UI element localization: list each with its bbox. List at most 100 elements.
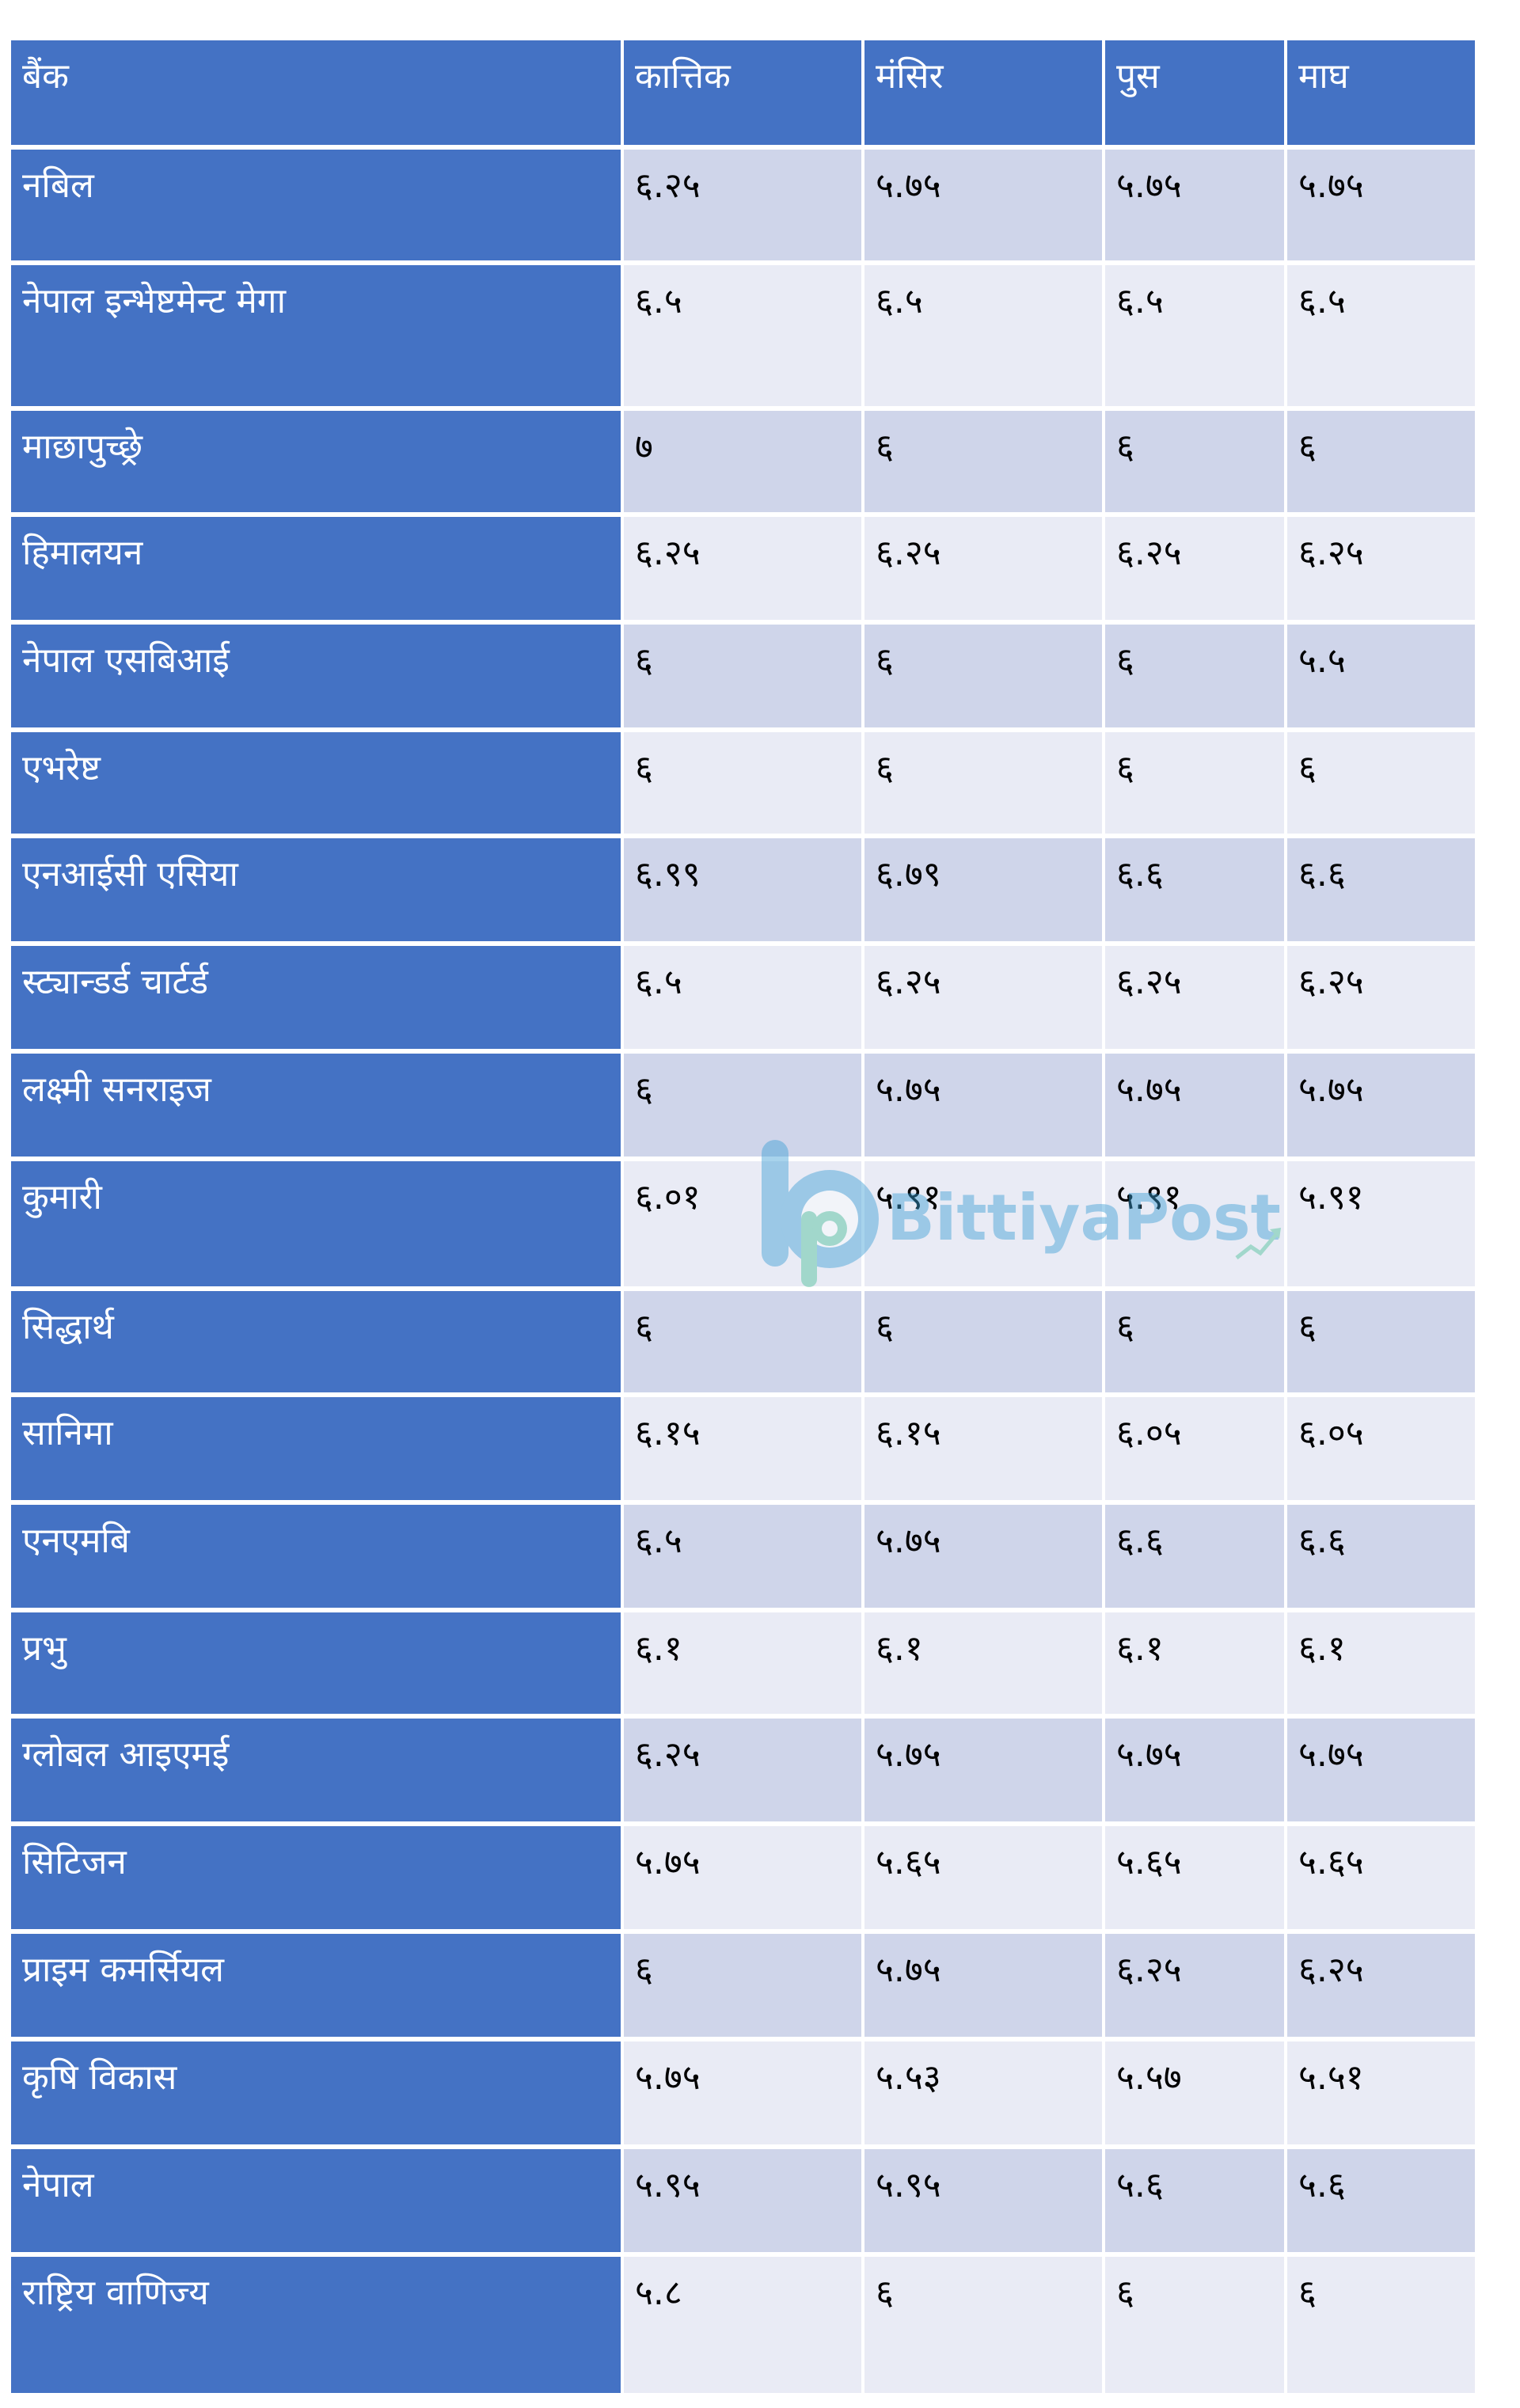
rate-cell: ६.६ [1287,838,1475,941]
rate-cell: ५.५३ [864,2041,1102,2144]
rate-cell: ५.७५ [864,150,1102,260]
table-row: हिमालयन ६.२५ ६.२५ ६.२५ ६.२५ [11,517,1475,620]
rate-cell: ६.२५ [624,517,861,620]
table-row: नबिल ६.२५ ५.७५ ५.७५ ५.७५ [11,150,1475,260]
bank-name-cell: कुमारी [11,1161,621,1286]
rate-cell: ६.७९ [864,838,1102,941]
rate-cell: ५.५१ [1287,2041,1475,2144]
rate-cell: ५.७५ [1105,1719,1284,1821]
bank-name-cell: एनआईसी एसिया [11,838,621,941]
rate-cell: ६.१ [1287,1612,1475,1714]
table-row: स्ट्यान्डर्ड चार्टर्ड ६.५ ६.२५ ६.२५ ६.२५ [11,946,1475,1049]
rate-cell: ५.७५ [624,1826,861,1929]
rate-cell: ७ [624,411,861,512]
header-poush: पुस [1105,40,1284,145]
rate-cell: ६.२५ [1287,946,1475,1049]
rate-cell: ५.५७ [1105,2041,1284,2144]
rate-cell: ६ [624,732,861,834]
rate-cell: ५.७५ [864,1505,1102,1608]
table-row: प्राइम कमर्सियल ६ ५.७५ ६.२५ ६.२५ [11,1934,1475,2037]
rate-cell: ५.६ [1105,2149,1284,2252]
table-row: एनएमबि ६.५ ५.७५ ६.६ ६.६ [11,1505,1475,1608]
rate-cell: ६.६ [1105,838,1284,941]
bank-name-cell: प्राइम कमर्सियल [11,1934,621,2037]
rate-cell: ६ [1287,1291,1475,1392]
table-row: एभरेष्ट ६ ६ ६ ६ [11,732,1475,834]
rate-cell: ६ [864,732,1102,834]
rate-cell: ६ [864,625,1102,727]
rate-cell: ५.७५ [1287,1719,1475,1821]
table-row: कृषि विकास ५.७५ ५.५३ ५.५७ ५.५१ [11,2041,1475,2144]
bank-name-cell: राष्ट्रिय वाणिज्य [11,2257,621,2393]
table-row: राष्ट्रिय वाणिज्य ५.८ ६ ६ ६ [11,2257,1475,2393]
rate-cell: ६.१ [624,1612,861,1714]
table-row: प्रभु ६.१ ६.१ ६.१ ६.१ [11,1612,1475,1714]
table-row: सिद्धार्थ ६ ६ ६ ६ [11,1291,1475,1392]
rate-cell: ५.६५ [1105,1826,1284,1929]
table-row: नेपाल ५.९५ ५.९५ ५.६ ५.६ [11,2149,1475,2252]
rate-cell: ५.९१ [1287,1161,1475,1286]
rate-cell: ६.२५ [864,517,1102,620]
bank-name-cell: नबिल [11,150,621,260]
rate-cell: ६.०१ [624,1161,861,1286]
rate-cell: ५.७५ [1105,1054,1284,1157]
table-row: एनआईसी एसिया ६.९९ ६.७९ ६.६ ६.६ [11,838,1475,941]
rate-cell: ६ [624,625,861,727]
rate-cell: ६ [1287,2257,1475,2393]
rate-cell: ६.५ [624,265,861,406]
rate-cell: ६.१ [1105,1612,1284,1714]
rate-cell: ५.५ [1287,625,1475,727]
header-magh: माघ [1287,40,1475,145]
rate-cell: ६.२५ [624,1719,861,1821]
rate-cell: ६ [864,1291,1102,1392]
bank-name-cell: नेपाल इन्भेष्टमेन्ट मेगा [11,265,621,406]
table-row: नेपाल एसबिआई ६ ६ ६ ५.५ [11,625,1475,727]
rate-cell: ५.९१ [864,1161,1102,1286]
interest-rate-table: बैंक कात्तिक मंसिर पुस माघ नबिल ६.२५ ५.७५ ५… [8,36,1478,2398]
rate-cell: ६ [864,2257,1102,2393]
rate-cell: ६.०५ [1287,1397,1475,1500]
table-row: ग्लोबल आइएमई ६.२५ ५.७५ ५.७५ ५.७५ [11,1719,1475,1821]
rate-cell: ६.५ [1287,265,1475,406]
rate-cell: ५.७५ [624,2041,861,2144]
rate-cell: ६ [624,1054,861,1157]
rate-cell: ६.६ [1105,1505,1284,1608]
table-row: माछापुच्छ्रे ७ ६ ६ ६ [11,411,1475,512]
bank-name-cell: नेपाल [11,2149,621,2252]
rate-cell: ६ [1105,2257,1284,2393]
header-row: बैंक कात्तिक मंसिर पुस माघ [11,40,1475,145]
rate-cell: ६.२५ [624,150,861,260]
rate-cell: ६.६ [1287,1505,1475,1608]
rate-cell: ५.७५ [1287,1054,1475,1157]
rate-cell: ६ [1105,625,1284,727]
rate-cell: ५.७५ [864,1934,1102,2037]
table-row: लक्ष्मी सनराइज ६ ५.७५ ५.७५ ५.७५ [11,1054,1475,1157]
rate-cell: ६ [1105,411,1284,512]
bank-name-cell: लक्ष्मी सनराइज [11,1054,621,1157]
rate-cell: ५.६५ [864,1826,1102,1929]
rate-cell: ६.१५ [624,1397,861,1500]
rate-cell: ६ [1287,411,1475,512]
table-header: बैंक कात्तिक मंसिर पुस माघ [11,40,1475,145]
bank-name-cell: सानिमा [11,1397,621,1500]
rate-cell: ६.१५ [864,1397,1102,1500]
table-row: कुमारी ६.०१ ५.९१ ५.९१ ५.९१ [11,1161,1475,1286]
rate-cell: ५.९५ [624,2149,861,2252]
rate-cell: ६.२५ [1287,517,1475,620]
rate-cell: ६.२५ [1105,1934,1284,2037]
bank-name-cell: कृषि विकास [11,2041,621,2144]
rate-cell: ६ [624,1934,861,2037]
rate-cell: ५.९५ [864,2149,1102,2252]
rate-cell: ६.५ [1105,265,1284,406]
header-bank: बैंक [11,40,621,145]
rate-cell: ५.७५ [864,1054,1102,1157]
rate-cell: ६ [624,1291,861,1392]
rate-cell: ६ [1105,1291,1284,1392]
bank-name-cell: एनएमबि [11,1505,621,1608]
rate-cell: ५.९१ [1105,1161,1284,1286]
rate-cell: ६.९९ [624,838,861,941]
rate-cell: ६.५ [864,265,1102,406]
rate-cell: ६.२५ [1287,1934,1475,2037]
rate-cell: ६.५ [624,946,861,1049]
rate-cell: ५.७५ [1287,150,1475,260]
